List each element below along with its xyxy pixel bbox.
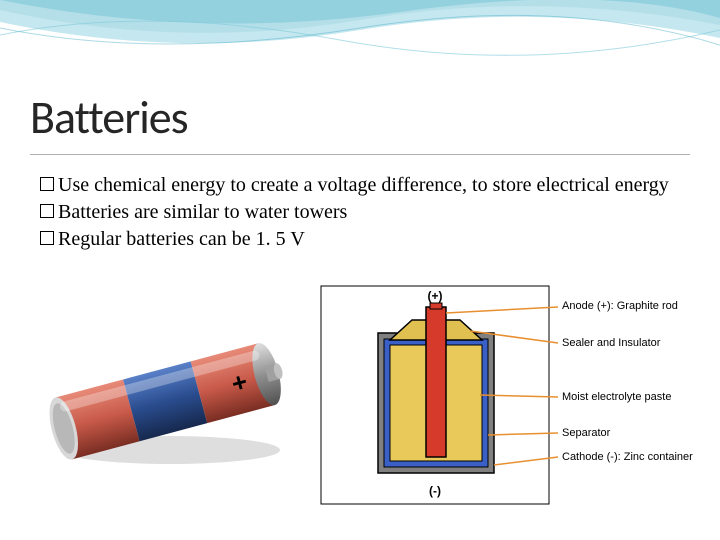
bullet-item: Regular batteries can be 1. 5 V — [40, 226, 690, 253]
diagram-label-sealer: Sealer and Insulator — [562, 337, 660, 349]
diagram-label-cathode: Cathode (-): Zinc container — [562, 451, 693, 463]
bullet-item: Batteries are similar to water towers — [40, 199, 690, 226]
title-area: Batteries — [30, 90, 690, 155]
bullet-text: Batteries are similar to water towers — [58, 199, 347, 226]
plus-label: (+) — [428, 289, 443, 303]
minus-label: (-) — [429, 484, 441, 498]
wave-decoration — [0, 0, 720, 70]
battery-diagram: (+) (-) Anode (+): Graphite rod Sealer a… — [320, 285, 700, 505]
diagram-label-electrolyte: Moist electrolyte paste — [562, 391, 671, 403]
bullet-text: Use chemical energy to create a voltage … — [58, 172, 669, 199]
slide-title: Batteries — [30, 90, 690, 146]
bullet-marker-icon — [40, 231, 54, 245]
bullet-marker-icon — [40, 177, 54, 191]
bullet-list: Use chemical energy to create a voltage … — [40, 172, 690, 253]
bullet-marker-icon — [40, 204, 54, 218]
title-divider — [30, 154, 690, 155]
diagram-label-separator: Separator — [562, 427, 610, 439]
bullet-item: Use chemical energy to create a voltage … — [40, 172, 690, 199]
diagram-label-anode: Anode (+): Graphite rod — [562, 300, 678, 312]
bullet-text: Regular batteries can be 1. 5 V — [58, 226, 305, 253]
battery-photo: + — [30, 310, 310, 480]
images-row: + (+) (-) — [30, 310, 700, 520]
